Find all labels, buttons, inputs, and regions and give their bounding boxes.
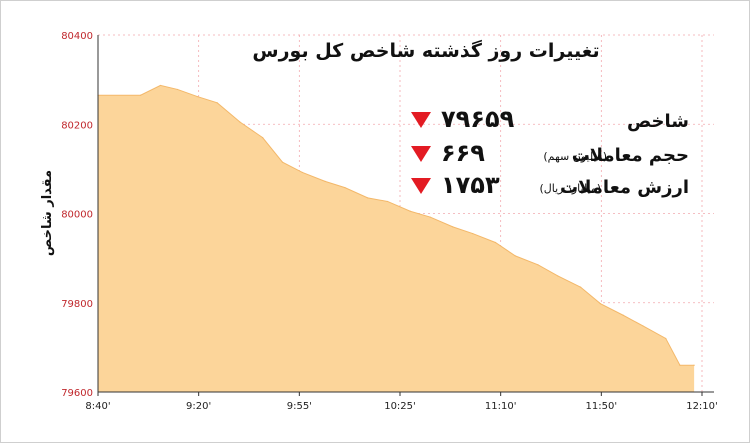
y-axis-label: مقدار شاخص	[40, 170, 55, 256]
stat-row: ارزش معاملات(میلیارد ریال) ۱۷۵۳	[411, 171, 689, 199]
data-point	[159, 84, 162, 87]
stat-row: حجم معاملات(میلیون سهم) ۶۶۹	[411, 139, 689, 167]
data-point	[514, 255, 516, 257]
trend-down-icon	[411, 146, 431, 162]
y-tick-label: 79800	[61, 299, 93, 310]
data-point	[579, 286, 582, 288]
data-point	[386, 200, 389, 203]
data-point	[281, 161, 284, 163]
data-point	[409, 210, 411, 212]
data-point	[622, 314, 624, 316]
y-tick-label: 80000	[61, 210, 93, 221]
data-point	[679, 364, 681, 366]
data-point	[344, 187, 346, 189]
data-point	[239, 121, 241, 123]
data-point	[262, 137, 264, 139]
data-point	[324, 180, 326, 182]
data-point	[494, 241, 497, 244]
data-point	[557, 275, 559, 277]
data-point	[301, 171, 303, 174]
x-tick-label: 10:25'	[384, 401, 416, 412]
y-tick-label: 79600	[61, 388, 93, 399]
data-point	[139, 94, 142, 96]
stat-value: ۱۷۵۳	[441, 171, 500, 199]
data-point	[216, 102, 218, 104]
stat-label: ارزش معاملات	[560, 177, 689, 198]
stat-value: ۶۶۹	[441, 139, 485, 167]
x-tick-label: 11:50'	[586, 401, 618, 412]
x-tick-label: 9:55'	[287, 401, 312, 412]
data-point	[472, 232, 474, 235]
x-tick-label: 8:40'	[85, 401, 110, 412]
data-point	[452, 226, 454, 228]
stat-value: ۷۹۶۵۹	[441, 105, 515, 133]
x-tick-label: 11:10'	[485, 401, 517, 412]
stat-label: شاخص	[627, 111, 689, 132]
plot-area	[97, 84, 695, 393]
data-point	[537, 264, 539, 266]
data-point	[599, 303, 602, 305]
stats-panel: شاخص ۷۹۶۵۹ حجم معاملات(میلیون سهم) ۶۶۹ ارزش …	[411, 105, 689, 199]
x-tick-labels: 8:40' 9:20' 9:55' 10:25' 11:10' 11:50' 12:10'	[85, 401, 717, 412]
data-point	[196, 95, 198, 98]
axes	[97, 35, 714, 396]
chart-title: تغییرات روز گذشته شاخص کل بورس	[252, 39, 599, 62]
data-point	[642, 325, 644, 327]
x-tick-label: 9:20'	[186, 401, 211, 412]
trend-down-icon	[411, 112, 431, 128]
index-area	[98, 85, 695, 393]
stat-row: شاخص ۷۹۶۵۹	[411, 105, 689, 133]
x-tick-label: 12:10'	[686, 401, 718, 412]
y-tick-labels: 80400 80200 80000 79800 79600	[61, 31, 93, 399]
data-point	[176, 88, 179, 91]
data-point	[693, 364, 695, 366]
stat-unit: (میلیون سهم)	[543, 150, 607, 163]
stat-label: حجم معاملات	[572, 145, 689, 166]
y-tick-label: 80400	[61, 31, 93, 42]
data-point	[665, 337, 667, 340]
data-point	[367, 197, 369, 199]
stat-unit: (میلیارد ریال)	[539, 182, 601, 195]
y-tick-label: 80200	[61, 120, 93, 131]
trend-down-icon	[411, 178, 431, 194]
data-point	[429, 216, 431, 218]
